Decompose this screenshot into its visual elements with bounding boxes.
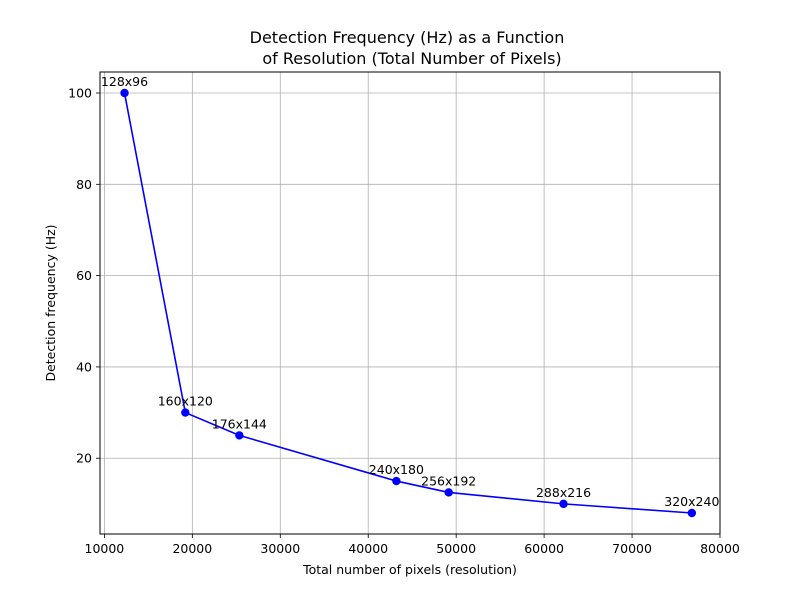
- data-point: [559, 499, 568, 509]
- y-tick-label: 60: [76, 268, 92, 283]
- data-point: [392, 476, 401, 486]
- data-point: [235, 431, 244, 440]
- point-label: 240x180: [369, 462, 424, 477]
- y-axis-label: Detection frequency (Hz): [43, 224, 58, 381]
- y-tick-label: 20: [76, 451, 92, 466]
- data-point: [120, 88, 129, 98]
- y-tick-label: 80: [76, 177, 92, 192]
- x-tick-label: 30000: [260, 541, 300, 556]
- point-label: 176x144: [212, 416, 267, 431]
- y-tick-label: 100: [68, 86, 92, 101]
- chart-title-line-2: of Resolution (Total Number of Pixels): [262, 49, 561, 68]
- chart-title: Detection Frequency (Hz) as a Function o…: [250, 28, 565, 68]
- point-label: 128x96: [101, 74, 148, 89]
- data-point: [444, 488, 453, 497]
- x-tick-label: 60000: [524, 541, 564, 556]
- data-point: [181, 408, 190, 417]
- data-point: [687, 508, 697, 518]
- series-line: [123, 92, 692, 514]
- y-tick-label: 40: [76, 359, 92, 374]
- x-tick-label: 80000: [700, 541, 740, 556]
- x-axis-label: Total number of pixels (resolution): [302, 562, 517, 577]
- x-tick-label: 10000: [85, 541, 125, 556]
- point-label: 320x240: [664, 494, 719, 509]
- ticks-layer: 10000 20000 30000 40000 50000 60000 70000 80000…: [68, 86, 740, 557]
- plot-frame: [99, 71, 721, 535]
- grid-layer: [100, 72, 721, 534]
- x-tick-label: 20000: [172, 541, 212, 556]
- point-label: 160x120: [158, 394, 213, 409]
- chart-title-line-1: Detection Frequency (Hz) as a Function: [250, 28, 565, 47]
- point-label: 256x192: [421, 473, 476, 488]
- x-tick-label: 50000: [436, 541, 476, 556]
- x-tick-label: 40000: [348, 541, 388, 556]
- point-label: 288x216: [536, 485, 591, 500]
- x-tick-label: 70000: [612, 541, 652, 556]
